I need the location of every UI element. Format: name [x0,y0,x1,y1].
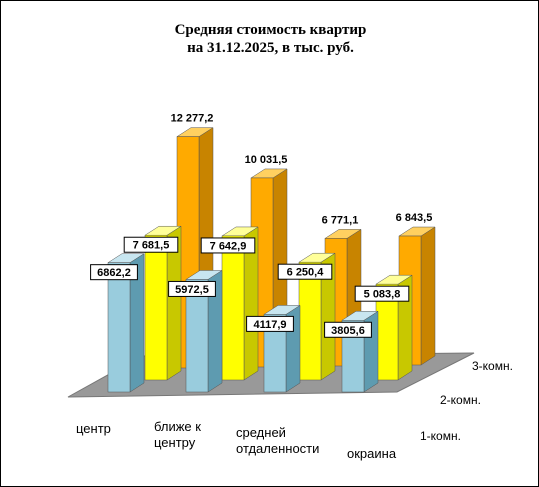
category-label-3: окраина [347,446,397,461]
data-label-0-2: 6 771,1 [322,214,359,226]
bar-front [221,235,245,381]
bar-front [107,262,131,393]
data-label-1-0: 7 681,5 [123,236,179,253]
data-label-text: 6862,2 [97,267,131,279]
bar-front [144,234,168,381]
bar-front [263,314,287,393]
series-label-2: 1-комн. [420,429,461,443]
data-label-box [168,280,216,297]
data-label-2-3: 3805,6 [324,321,372,338]
bar-1-2 [298,252,336,381]
category-label-line: средней [236,425,286,440]
data-label-text: 6 250,4 [287,267,325,279]
bar-2-2 [263,304,301,393]
category-label-1: ближе к центру [154,419,201,450]
data-label-box [123,236,179,253]
bar-2-0 [107,253,145,393]
data-label-text: 7 642,9 [210,240,247,252]
data-label-box [354,285,410,302]
data-label-box [90,264,138,281]
data-label-1-3: 5 083,8 [354,285,410,302]
bar-1-1 [221,226,259,381]
data-label-box [277,263,333,280]
data-label-1-2: 6 250,4 [277,263,333,280]
data-label-text: 5 083,8 [364,289,401,301]
data-label-box [246,315,294,332]
data-label-0-1: 10 031,5 [245,154,288,166]
bar-front [341,320,365,393]
data-label-1-1: 7 642,9 [200,237,256,254]
bar-side [420,226,436,366]
bar-2-1 [185,269,223,393]
category-label-line: ближе к [154,419,201,434]
bar-front [185,279,209,393]
bar-front [298,261,322,381]
category-label-line: отдаленности [236,441,319,456]
category-label-line: центру [154,435,196,450]
data-label-0-3: 6 843,5 [396,212,433,224]
chart-title-line-2: на 31.12.2025, в тыс. руб. [187,40,354,56]
data-label-text: 4117,9 [253,319,286,331]
data-label-2-2: 4117,9 [246,315,294,332]
data-label-text: 3805,6 [331,325,365,337]
data-label-text: 5972,5 [175,284,209,296]
data-label-box [200,237,256,254]
category-label-2: средней отдаленности [236,425,319,456]
category-label-line: центр [76,421,111,436]
data-label-box [324,321,372,338]
bar-1-0 [144,225,182,381]
series-label-0: 3-комн. [472,359,513,373]
chart-title-line-1: Средняя стоимость квартир [174,22,367,38]
data-label-text: 7 681,5 [133,240,170,252]
data-label-0-0: 12 277,2 [171,113,214,125]
data-label-2-1: 5972,5 [168,280,216,297]
data-label-2-0: 6862,2 [90,264,138,281]
category-label-0: центр [76,421,111,436]
category-label-line: окраина [347,446,397,461]
series-label-1: 2-комн. [440,393,481,407]
chart-title: Средняя стоимость квартир на 31.12.2025,… [1,21,539,57]
